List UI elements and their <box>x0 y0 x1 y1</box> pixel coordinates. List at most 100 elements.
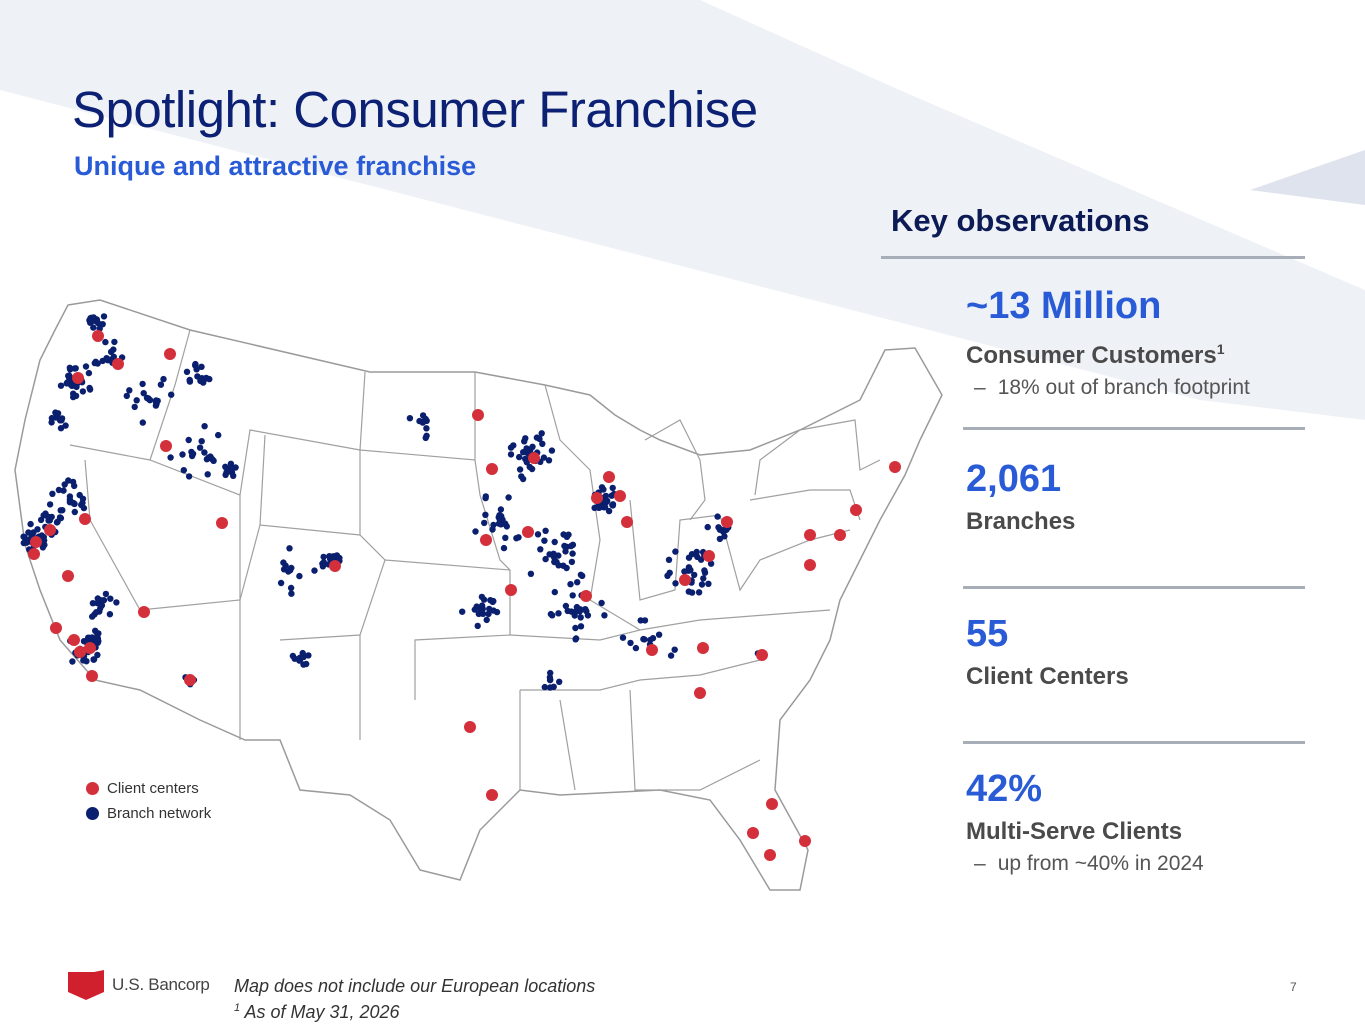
branch-marker <box>672 580 679 587</box>
branch-marker <box>113 599 120 606</box>
branch-marker <box>160 375 167 383</box>
footnote: Map does not include our European locati… <box>234 975 595 1023</box>
branch-marker <box>78 501 85 509</box>
branch-marker <box>497 506 505 513</box>
branch-marker <box>579 572 586 580</box>
divider <box>963 586 1305 589</box>
branch-marker <box>186 376 193 384</box>
branch-marker <box>230 472 237 479</box>
branch-marker <box>209 456 216 463</box>
client-center-marker <box>92 330 104 342</box>
client-center-marker <box>164 348 176 360</box>
branch-marker <box>192 362 199 369</box>
branch-marker <box>478 593 486 601</box>
branch-marker <box>287 567 294 574</box>
client-center-marker <box>621 516 633 528</box>
branch-marker <box>665 556 673 563</box>
branch-marker <box>71 508 79 516</box>
branch-marker <box>201 423 208 430</box>
branch-marker <box>133 397 140 404</box>
branch-marker <box>505 494 512 501</box>
branch-marker <box>527 570 535 577</box>
branch-marker <box>541 537 548 544</box>
client-center-marker <box>329 560 341 572</box>
branch-marker <box>473 603 480 610</box>
observation-label: Consumer Customers1 <box>966 341 1225 369</box>
logo-text: U.S. Bancorp <box>112 975 210 994</box>
branch-marker <box>560 531 567 538</box>
branch-marker <box>179 451 186 458</box>
branch-marker <box>183 368 191 375</box>
branch-marker <box>542 555 549 563</box>
branch-marker <box>296 572 303 580</box>
client-center-marker <box>764 849 776 861</box>
observation-customers: ~13 Million Consumer Customers1 –18% out… <box>966 284 1250 403</box>
divider <box>963 741 1305 744</box>
branch-marker <box>200 379 207 386</box>
client-center-marker <box>804 529 816 541</box>
branch-marker <box>700 575 707 582</box>
legend-branch-network: Branch network <box>86 801 211 826</box>
branch-marker <box>80 657 87 664</box>
branch-marker <box>555 610 562 617</box>
branch-marker <box>573 603 581 611</box>
branch-marker <box>71 365 79 372</box>
branch-marker <box>89 613 96 620</box>
branch-marker <box>602 492 610 500</box>
client-center-marker <box>44 524 56 536</box>
observation-detail: – up from ~40% in 2024 <box>974 852 1204 875</box>
client-center-marker <box>74 646 86 658</box>
branch-marker <box>90 324 97 331</box>
branch-marker <box>545 457 553 464</box>
branch-marker <box>685 565 693 572</box>
branch-marker <box>102 338 109 346</box>
branch-marker <box>277 579 285 587</box>
us-branch-map <box>14 299 943 891</box>
client-center-marker <box>480 534 492 546</box>
branch-marker <box>168 391 175 398</box>
branch-marker <box>572 624 579 632</box>
branch-marker <box>601 497 609 505</box>
branch-marker <box>550 683 557 690</box>
branch-marker <box>536 435 543 443</box>
branch-marker <box>697 556 705 563</box>
branch-marker <box>698 581 706 588</box>
branch-marker <box>563 564 570 572</box>
branch-marker <box>59 507 66 514</box>
client-center-marker <box>747 827 759 839</box>
branch-marker <box>551 558 558 566</box>
branch-marker <box>311 567 318 574</box>
client-center-marker <box>79 513 91 525</box>
branch-marker <box>691 571 698 579</box>
branch-marker <box>715 524 722 531</box>
branch-marker <box>296 656 304 664</box>
branch-marker <box>27 520 34 528</box>
branch-marker <box>40 512 47 519</box>
branch-marker <box>94 599 101 607</box>
branch-marker <box>25 529 32 536</box>
branch-marker <box>215 431 222 439</box>
client-center-marker <box>486 463 498 475</box>
branch-marker <box>500 544 508 552</box>
branch-marker <box>110 346 117 353</box>
branch-marker <box>65 372 72 380</box>
branch-marker <box>518 473 525 480</box>
branch-marker <box>39 544 47 551</box>
branch-marker <box>57 415 64 422</box>
branch-marker <box>48 414 56 422</box>
client-center-marker <box>68 634 80 646</box>
branch-marker <box>152 399 160 406</box>
client-center-marker <box>138 606 150 618</box>
client-center-marker <box>679 574 691 586</box>
branch-marker <box>188 452 196 460</box>
branch-marker <box>196 444 204 451</box>
branch-marker <box>71 482 78 490</box>
divider <box>963 427 1305 430</box>
branch-marker <box>139 380 146 388</box>
client-center-marker <box>505 584 517 596</box>
client-center-marker <box>464 721 476 733</box>
observation-value: 2,061 <box>966 458 1062 500</box>
branch-marker <box>550 550 557 557</box>
observation-detail: –18% out of branch footprint <box>974 376 1250 399</box>
